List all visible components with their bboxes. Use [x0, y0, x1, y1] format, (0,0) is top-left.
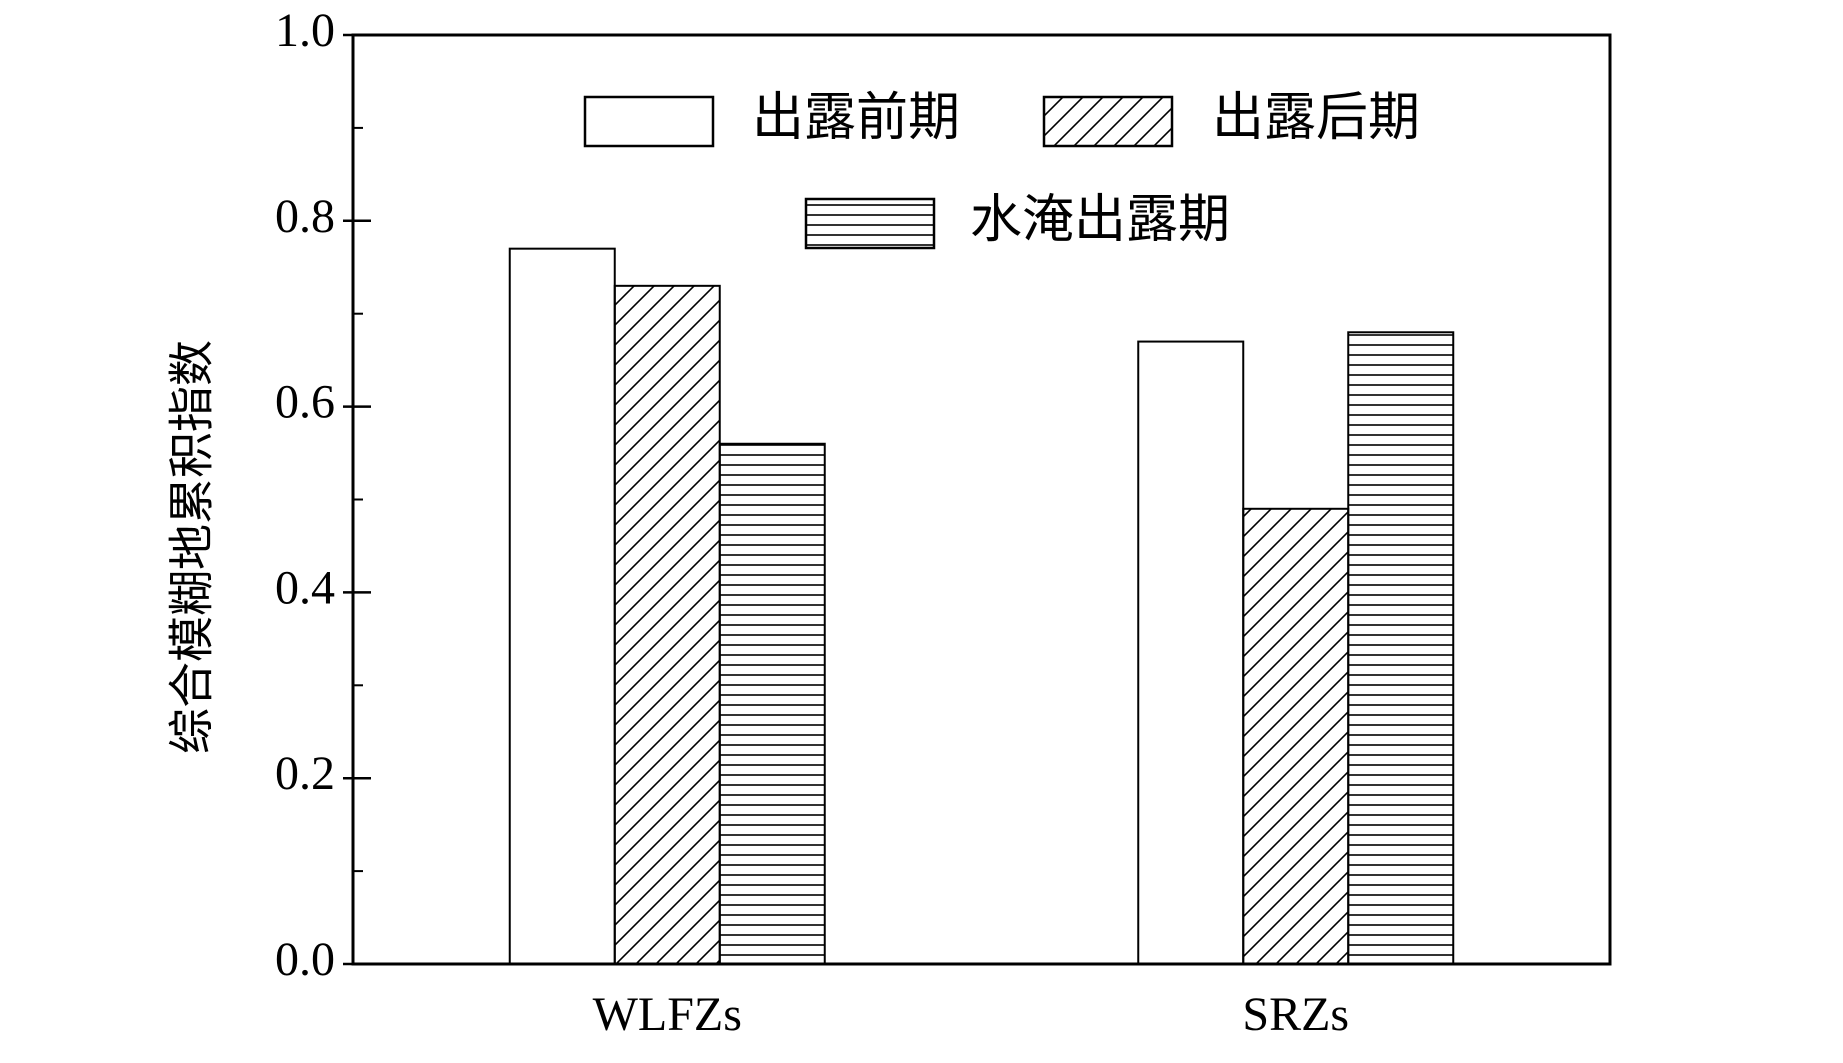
y-tick-label: 0.6 — [275, 376, 335, 429]
legend-label: 出露前期 — [752, 88, 960, 148]
legend-label: 水淹出露期 — [970, 190, 1230, 250]
y-tick-label: 0.8 — [275, 190, 335, 243]
y-tick-label: 1.0 — [275, 4, 335, 57]
bar — [718, 442, 826, 965]
y-tick-label: 0.0 — [275, 933, 335, 986]
y-tick-label: 0.4 — [275, 561, 335, 614]
plot-frame — [351, 33, 1612, 966]
legend-swatch — [583, 95, 715, 148]
bar — [508, 247, 616, 966]
y-axis-label: 综合模糊地累积指数 — [165, 340, 219, 754]
bar — [613, 284, 721, 965]
x-tick-label: SRZs — [1242, 988, 1349, 1041]
bar — [1347, 331, 1455, 965]
x-tick-label: WLFZs — [593, 988, 742, 1041]
legend-label: 出露后期 — [1212, 88, 1420, 148]
bar — [1242, 507, 1350, 965]
bar — [1137, 340, 1245, 965]
legend-swatch — [1042, 95, 1174, 148]
legend-swatch — [804, 197, 936, 250]
y-tick-label: 0.2 — [275, 747, 335, 800]
